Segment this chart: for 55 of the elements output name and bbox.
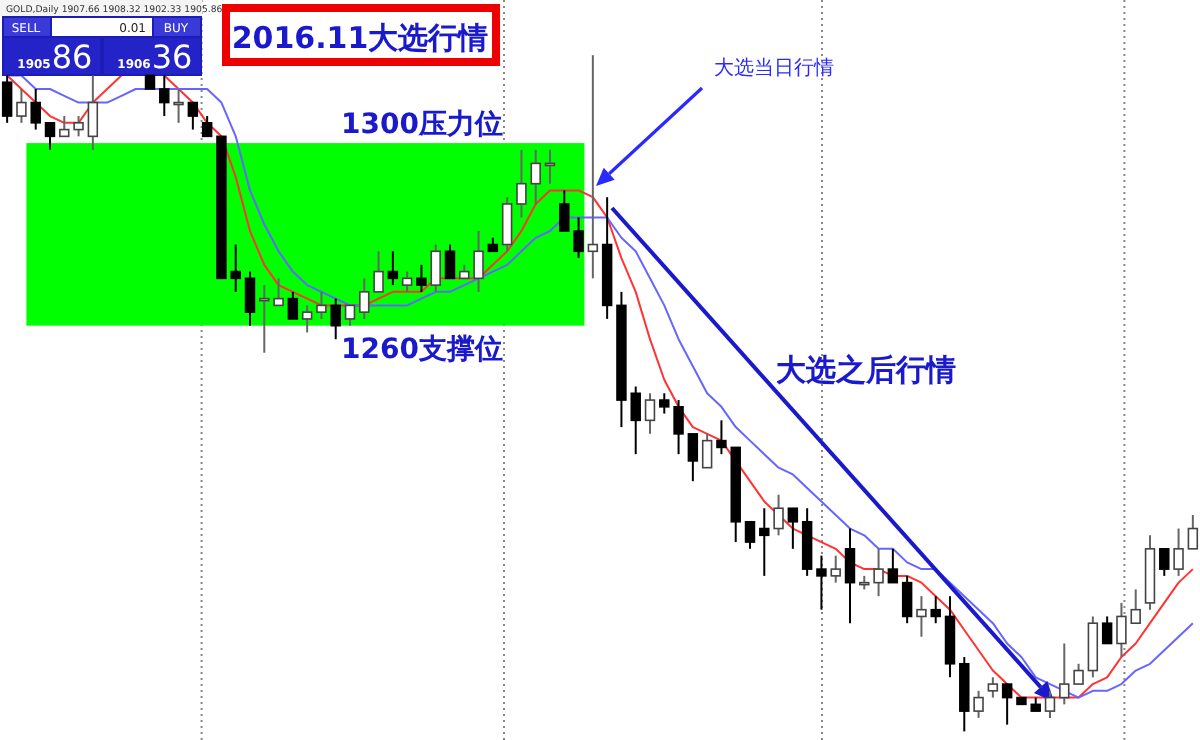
candlestick [301,304,313,334]
candlestick [201,115,213,138]
candlestick [787,507,799,550]
candlestick [701,432,713,469]
annotation: 36 [151,38,193,76]
candlestick [1044,689,1056,719]
annotation: 大选之后行情 [776,352,956,388]
candlestick [816,554,827,611]
candlestick [330,297,341,341]
annotation: 1300压力位 [341,109,503,142]
candlestick [1,74,13,124]
candlestick [973,689,984,719]
candlestick [587,54,599,280]
candlestick [916,595,927,638]
candlestick [773,493,784,537]
candlestick [159,74,170,118]
candlestick [173,88,184,124]
candlestick [1101,615,1113,645]
candlestick [830,554,841,584]
candlestick [416,263,427,293]
candlestick [187,101,199,131]
candlestick [744,520,756,550]
candlestick [1159,547,1170,577]
candlestick [344,304,356,327]
candlestick [1087,615,1099,679]
candlestick [1001,683,1013,726]
candlestick [287,290,299,320]
candlestick [1173,527,1184,577]
candlestick [444,243,456,280]
candlestick [901,574,913,625]
candlestick [844,527,856,625]
candlestick [759,507,770,577]
candlestick [87,74,99,151]
candlestick [801,507,813,577]
candlestick [430,243,441,293]
chart-title: 2016.11大选行情 [231,20,489,56]
candlestick [1187,514,1199,550]
candlestick [401,270,413,293]
candlestick [930,595,941,625]
candlestick [16,88,27,124]
candlestick [44,121,56,151]
annotation: 1260支撑位 [341,333,503,366]
candlestick [30,88,41,131]
candlestick [644,392,656,435]
candlestick [501,196,513,253]
candlestick [959,656,970,733]
candlestick [387,250,399,287]
annotation: 86 [51,38,93,76]
candlestick [987,676,999,699]
annotation: 大选当日行情 [714,56,834,80]
candlestick [316,290,327,320]
candlestick [944,595,956,679]
candlestick [887,547,899,584]
candlestick [244,270,256,327]
candlestick [687,432,699,483]
